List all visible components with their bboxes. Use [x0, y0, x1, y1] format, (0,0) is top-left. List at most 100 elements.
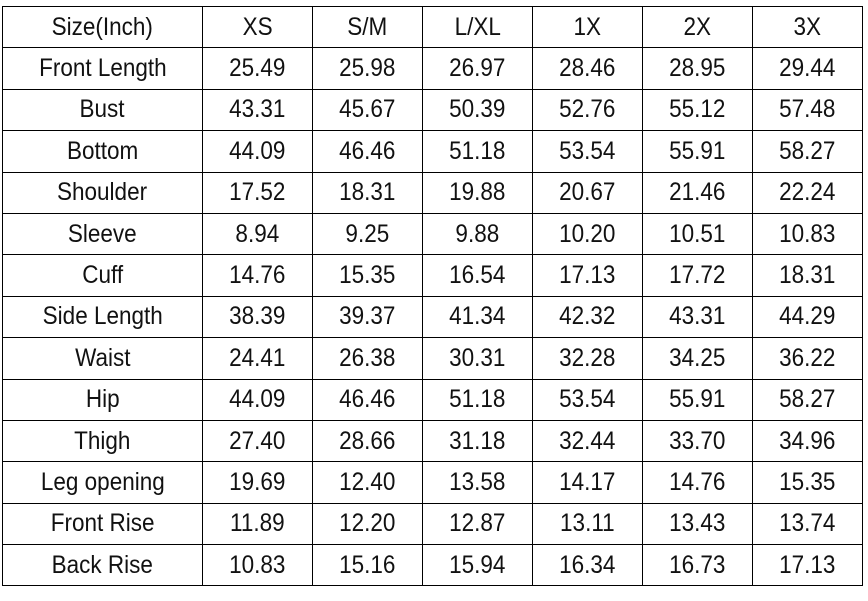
- row-label-text: Cuff: [82, 261, 123, 290]
- row-label: Bust: [2, 88, 203, 132]
- measurement-cell-text: 9.88: [455, 219, 500, 248]
- measurement-cell-text: 12.87: [449, 509, 506, 538]
- measurement-cell-text: 10.83: [779, 219, 836, 248]
- measurement-cell: 11.89: [202, 502, 313, 546]
- measurement-cell: 27.40: [202, 419, 313, 463]
- measurement-cell: 53.54: [532, 378, 643, 421]
- size-chart-table: Size(Inch) XS S/M L/XL 1X 2X 3X Front Length 25.…: [2, 5, 863, 587]
- measurement-cell-text: 32.28: [559, 343, 616, 372]
- measurement-cell-text: 16.73: [669, 550, 726, 579]
- measurement-cell-text: 32.44: [559, 426, 616, 455]
- header-size-2: S/M: [312, 5, 423, 49]
- measurement-cell-text: 16.34: [559, 550, 616, 579]
- row-label: Waist: [2, 337, 203, 380]
- table-row: Front Length 25.49 25.98 26.97 28.46 28.95 29.…: [2, 47, 863, 90]
- measurement-cell-text: 29.44: [779, 54, 836, 83]
- measurement-cell: 14.76: [642, 461, 753, 504]
- table-row: Thigh 27.40 28.66 31.18 32.44 33.70 34.96: [2, 419, 863, 463]
- measurement-cell-text: 21.46: [669, 178, 726, 207]
- measurement-cell: 10.83: [752, 212, 863, 256]
- header-size-label-text: Size(Inch): [51, 12, 154, 41]
- measurement-cell-text: 39.37: [339, 302, 396, 331]
- measurement-cell-text: 17.13: [559, 261, 616, 290]
- measurement-cell-text: 24.41: [229, 343, 286, 372]
- measurement-cell: 26.97: [422, 47, 533, 90]
- measurement-cell-text: 33.70: [669, 426, 726, 455]
- measurement-cell-text: 8.94: [235, 219, 280, 248]
- measurement-cell-text: 43.31: [669, 302, 726, 331]
- measurement-cell: 30.31: [422, 337, 533, 380]
- measurement-cell-text: 14.76: [669, 467, 726, 496]
- measurement-cell: 12.87: [422, 502, 533, 546]
- header-size-5: 2X: [642, 5, 753, 49]
- measurement-cell-text: 18.31: [339, 178, 396, 207]
- measurement-cell: 15.94: [422, 544, 533, 587]
- measurement-cell: 17.72: [642, 254, 753, 297]
- measurement-cell: 57.48: [752, 88, 863, 132]
- measurement-cell: 15.35: [312, 254, 423, 297]
- row-label: Shoulder: [2, 171, 203, 214]
- measurement-cell-text: 42.32: [559, 302, 616, 331]
- measurement-cell: 38.39: [202, 295, 313, 339]
- measurement-cell: 55.91: [642, 130, 753, 173]
- measurement-cell: 58.27: [752, 378, 863, 421]
- measurement-cell: 15.16: [312, 544, 423, 587]
- measurement-cell: 18.31: [312, 171, 423, 214]
- row-label-text: Leg opening: [40, 467, 165, 496]
- measurement-cell: 32.28: [532, 337, 643, 380]
- measurement-cell-text: 18.31: [779, 261, 836, 290]
- measurement-cell: 44.09: [202, 378, 313, 421]
- row-label: Bottom: [2, 130, 203, 173]
- row-label: Sleeve: [2, 212, 203, 256]
- measurement-cell: 58.27: [752, 130, 863, 173]
- row-label-text: Hip: [85, 385, 120, 414]
- measurement-cell-text: 51.18: [449, 385, 506, 414]
- measurement-cell: 15.35: [752, 461, 863, 504]
- measurement-cell-text: 36.22: [779, 343, 836, 372]
- table-row: Side Length 38.39 39.37 41.34 42.32 43.31 44.2…: [2, 295, 863, 339]
- measurement-cell-text: 44.09: [229, 136, 286, 165]
- header-size-1: XS: [202, 5, 313, 49]
- measurement-cell-text: 11.89: [230, 509, 285, 538]
- measurement-cell: 45.67: [312, 88, 423, 132]
- row-label: Side Length: [2, 295, 203, 339]
- row-label-text: Bottom: [66, 136, 139, 165]
- table-row: Back Rise 10.83 15.16 15.94 16.34 16.73 17.13: [2, 544, 863, 587]
- measurement-cell: 28.95: [642, 47, 753, 90]
- measurement-cell: 12.20: [312, 502, 423, 546]
- measurement-cell-text: 46.46: [339, 385, 396, 414]
- measurement-cell: 42.32: [532, 295, 643, 339]
- measurement-cell-text: 25.98: [339, 54, 396, 83]
- measurement-cell-text: 45.67: [339, 95, 396, 124]
- measurement-cell-text: 13.58: [449, 467, 506, 496]
- measurement-cell-text: 22.24: [779, 178, 836, 207]
- measurement-cell: 44.09: [202, 130, 313, 173]
- row-label-text: Front Length: [38, 54, 167, 83]
- measurement-cell: 31.18: [422, 419, 533, 463]
- header-size-3: L/XL: [422, 5, 533, 49]
- measurement-cell: 28.66: [312, 419, 423, 463]
- measurement-cell: 46.46: [312, 378, 423, 421]
- header-row: Size(Inch) XS S/M L/XL 1X 2X 3X: [2, 5, 863, 49]
- measurement-cell: 13.43: [642, 502, 753, 546]
- table-row: Sleeve 8.94 9.25 9.88 10.20 10.51 10.83: [2, 212, 863, 256]
- measurement-cell: 21.46: [642, 171, 753, 214]
- measurement-cell-text: 55.12: [669, 95, 726, 124]
- measurement-cell: 17.52: [202, 171, 313, 214]
- measurement-cell: 29.44: [752, 47, 863, 90]
- measurement-cell-text: 17.52: [229, 178, 286, 207]
- measurement-cell: 16.54: [422, 254, 533, 297]
- table-row: Waist 24.41 26.38 30.31 32.28 34.25 36.22: [2, 337, 863, 380]
- measurement-cell: 39.37: [312, 295, 423, 339]
- measurement-cell: 34.25: [642, 337, 753, 380]
- measurement-cell-text: 28.95: [669, 54, 726, 83]
- row-label: Front Length: [2, 47, 203, 90]
- table-row: Cuff 14.76 15.35 16.54 17.13 17.72 18.31: [2, 254, 863, 297]
- row-label: Cuff: [2, 254, 203, 297]
- measurement-cell-text: 31.18: [449, 426, 506, 455]
- measurement-cell-text: 34.96: [779, 426, 836, 455]
- measurement-cell-text: 25.49: [229, 54, 286, 83]
- header-size-4: 1X: [532, 5, 643, 49]
- row-label: Back Rise: [2, 544, 203, 587]
- measurement-cell: 9.25: [312, 212, 423, 256]
